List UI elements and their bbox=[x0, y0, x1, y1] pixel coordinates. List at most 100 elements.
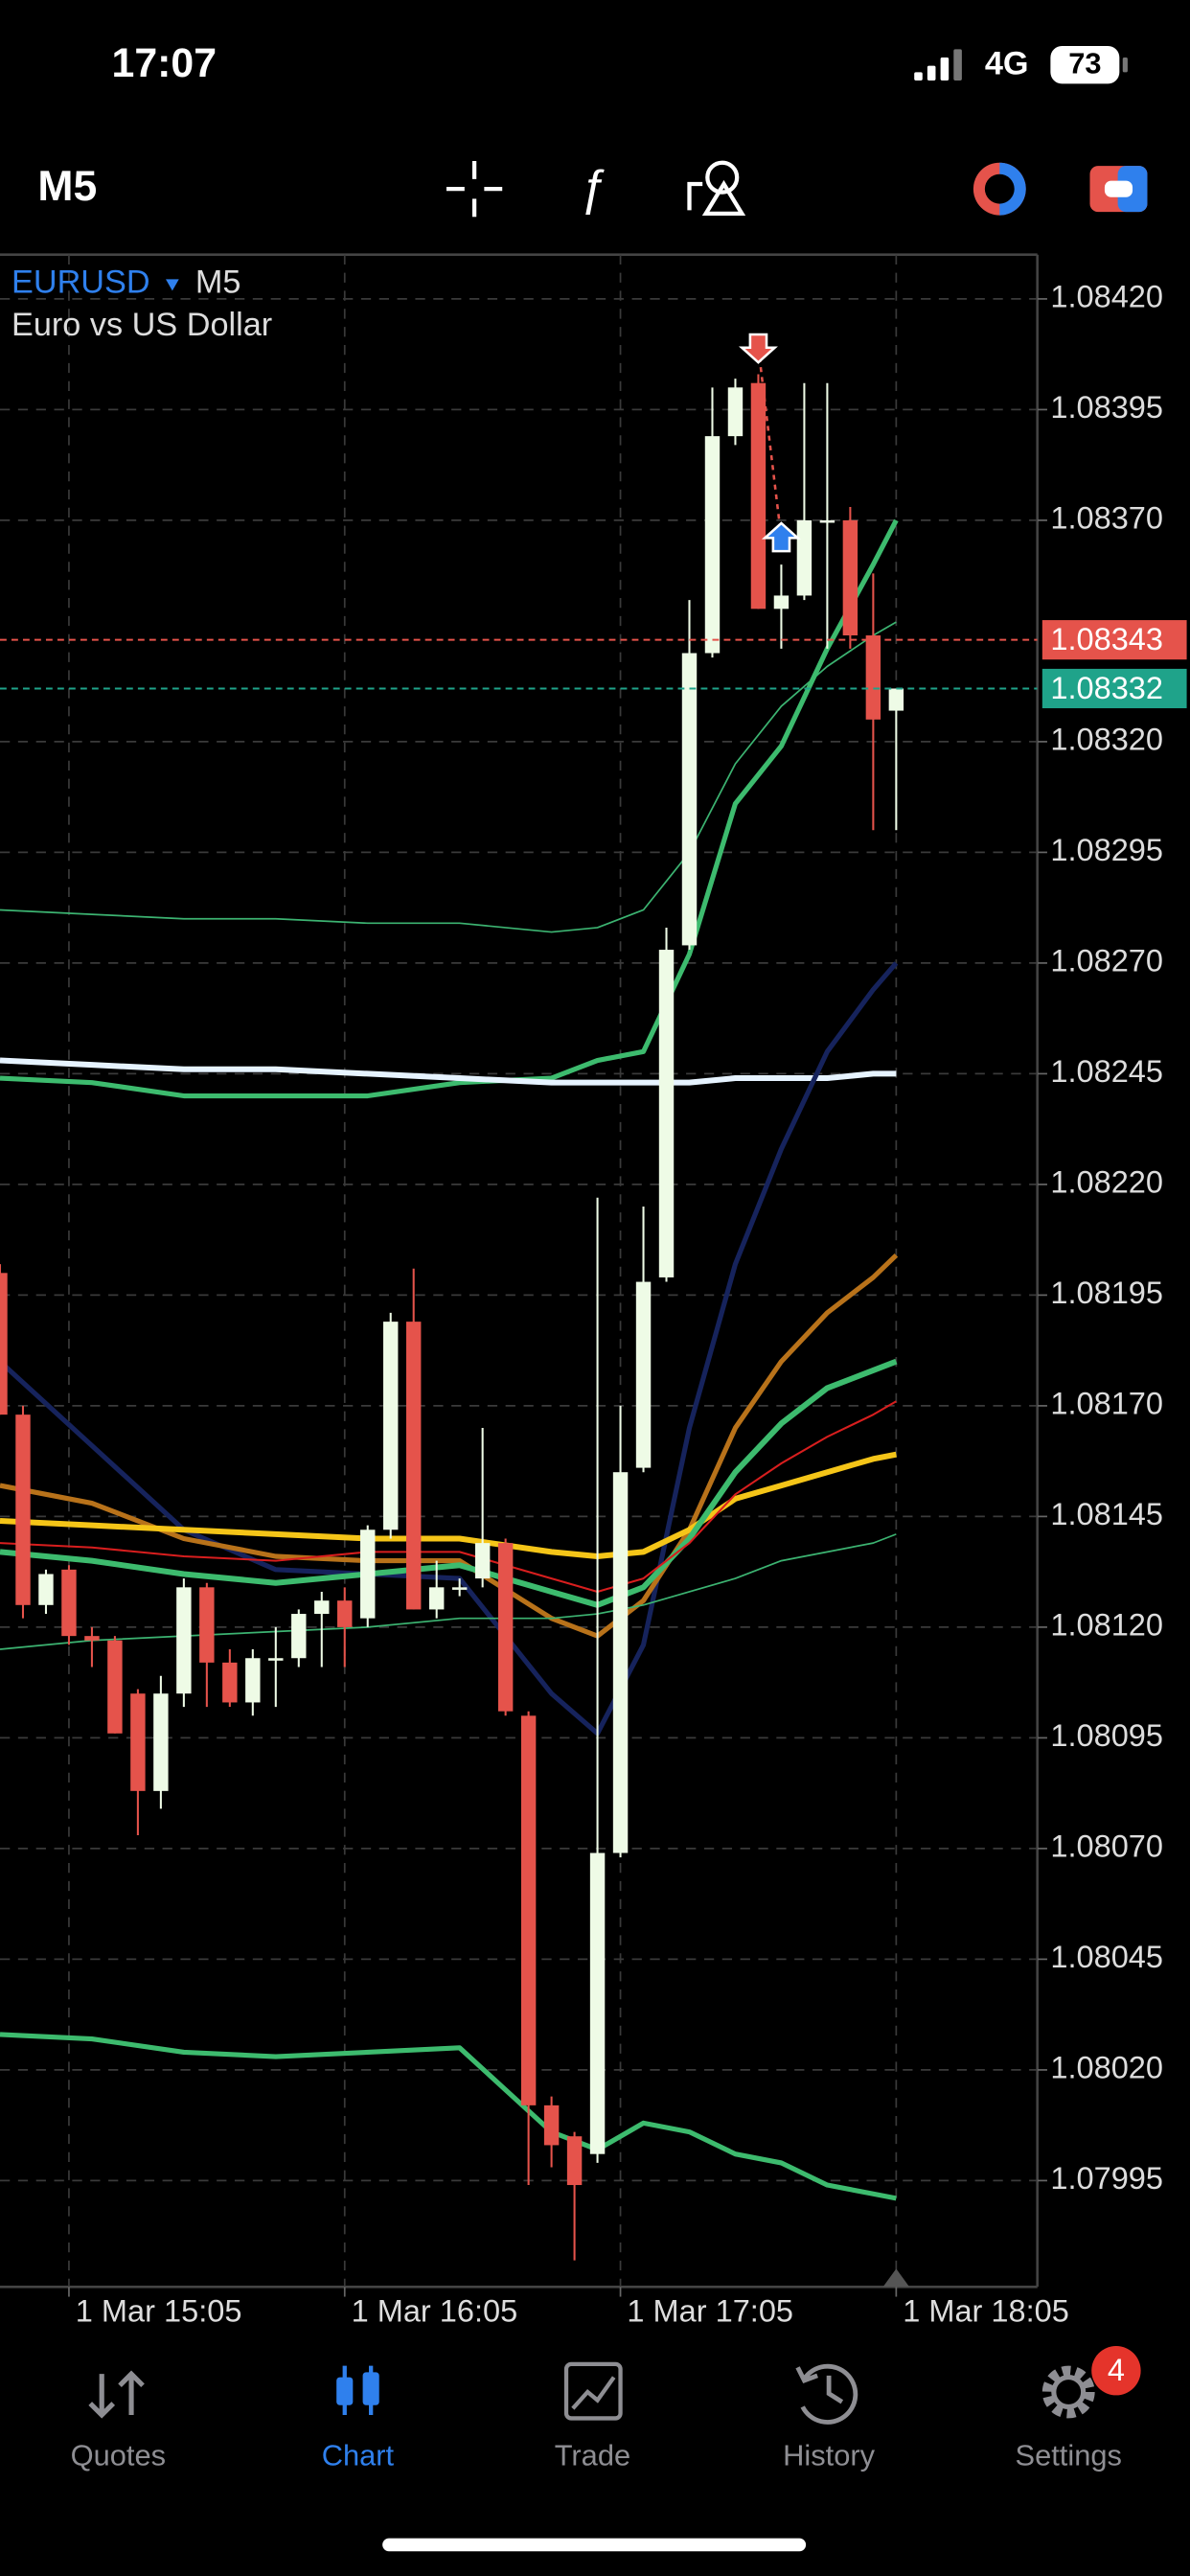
candle-body bbox=[520, 1715, 537, 2105]
symbol-description: Euro vs US Dollar bbox=[11, 307, 272, 343]
candle-body bbox=[38, 1574, 54, 1605]
candle-body bbox=[383, 1322, 399, 1530]
network-label: 4G bbox=[985, 46, 1029, 82]
tab[interactable]: Trade bbox=[555, 2361, 630, 2472]
candle-body bbox=[314, 1600, 330, 1615]
candle-body bbox=[360, 1530, 376, 1619]
tab-icon bbox=[563, 2361, 623, 2421]
y-tick-label: 1.08120 bbox=[1050, 1607, 1163, 1642]
trade-link bbox=[757, 347, 783, 539]
candle-body bbox=[84, 1636, 100, 1641]
one-click-button[interactable] bbox=[973, 162, 1026, 216]
price-tag bbox=[1041, 620, 1187, 660]
candle-body bbox=[451, 1587, 468, 1590]
y-tick-label: 1.08020 bbox=[1050, 2050, 1163, 2084]
time-marker bbox=[882, 2268, 910, 2288]
price-tag bbox=[1041, 668, 1187, 709]
signal-icon bbox=[914, 49, 962, 80]
candle-body bbox=[130, 1693, 146, 1791]
candle-body bbox=[176, 1587, 192, 1694]
y-tick-label: 1.08095 bbox=[1050, 1718, 1163, 1753]
x-tick-label: 1 Mar 17:05 bbox=[627, 2293, 793, 2328]
trade-button[interactable] bbox=[1089, 166, 1148, 213]
x-tick-label: 1 Mar 18:05 bbox=[903, 2293, 1069, 2328]
crosshair-button[interactable] bbox=[446, 161, 503, 218]
indicator-line bbox=[0, 518, 899, 1099]
objects-button[interactable] bbox=[687, 160, 746, 216]
tab[interactable]: Quotes bbox=[71, 2370, 166, 2472]
x-tick-label: 1 Mar 15:05 bbox=[76, 2293, 242, 2328]
candle-body bbox=[61, 1569, 77, 1637]
timeframe-button[interactable]: M5 bbox=[37, 163, 97, 210]
symbol-dropdown[interactable] bbox=[166, 279, 179, 291]
candle-body bbox=[750, 382, 767, 610]
x-tick-label: 1 Mar 16:05 bbox=[352, 2293, 518, 2328]
candle-body bbox=[612, 1472, 629, 1853]
indicators-button[interactable]: ƒ bbox=[579, 158, 606, 214]
symbol-label[interactable]: EURUSD bbox=[11, 264, 150, 301]
price-tag-label: 1.08343 bbox=[1050, 622, 1163, 656]
candle-body bbox=[819, 519, 835, 523]
tab-label: Chart bbox=[322, 2439, 395, 2472]
candle-body bbox=[15, 1414, 31, 1605]
tab-label: Quotes bbox=[71, 2439, 166, 2472]
tab-icon bbox=[1041, 2365, 1095, 2419]
candle-body bbox=[681, 653, 698, 946]
candle-body bbox=[727, 387, 744, 437]
candle-body bbox=[268, 1658, 284, 1661]
tab-icon bbox=[336, 2377, 354, 2405]
candle-body bbox=[865, 635, 881, 720]
candle-body bbox=[474, 1543, 491, 1579]
y-tick-label: 1.08370 bbox=[1050, 500, 1163, 535]
candle-body bbox=[107, 1640, 123, 1734]
home-indicator bbox=[382, 2538, 807, 2552]
candle-body bbox=[704, 436, 721, 654]
battery-icon bbox=[1050, 46, 1120, 84]
candle-body bbox=[842, 519, 858, 636]
trade-arrow bbox=[738, 333, 778, 364]
tab[interactable]: History bbox=[783, 2363, 876, 2472]
candle-body bbox=[291, 1614, 307, 1659]
candle-body bbox=[337, 1600, 353, 1627]
candle-body bbox=[222, 1662, 238, 1703]
y-tick-label: 1.08420 bbox=[1050, 280, 1163, 314]
candle-body bbox=[497, 1543, 514, 1712]
tab-label: History bbox=[783, 2439, 875, 2472]
indicator-line bbox=[0, 1057, 897, 1086]
tab-icon bbox=[88, 2370, 145, 2419]
tab-bar: Quotes Chart Trade History Settings 4 bbox=[71, 2346, 1141, 2472]
candle-body bbox=[0, 1273, 8, 1415]
badge-count: 4 bbox=[1108, 2353, 1125, 2387]
y-tick-label: 1.08220 bbox=[1050, 1164, 1163, 1199]
candle-body bbox=[888, 688, 904, 711]
tab[interactable]: Settings 4 bbox=[1016, 2346, 1141, 2472]
tab-label: Settings bbox=[1016, 2439, 1122, 2472]
chart-timeframe: M5 bbox=[195, 264, 241, 301]
y-tick-label: 1.08070 bbox=[1050, 1828, 1163, 1863]
grid bbox=[0, 254, 1038, 2288]
candle-body bbox=[566, 2136, 583, 2186]
badge bbox=[1091, 2346, 1141, 2396]
tab-label: Trade bbox=[555, 2439, 630, 2472]
candle-body bbox=[635, 1281, 652, 1468]
y-tick-label: 1.08170 bbox=[1050, 1386, 1163, 1420]
y-tick-label: 1.08195 bbox=[1050, 1276, 1163, 1310]
candle-body bbox=[153, 1693, 169, 1791]
y-tick-label: 1.07995 bbox=[1050, 2161, 1163, 2196]
candle-body bbox=[773, 595, 790, 610]
y-tick-label: 1.08395 bbox=[1050, 390, 1163, 425]
tab[interactable]: Chart bbox=[322, 2365, 395, 2472]
y-tick-label: 1.08295 bbox=[1050, 833, 1163, 867]
trade-arrow bbox=[761, 521, 801, 553]
candle-body bbox=[405, 1322, 422, 1610]
candle-body bbox=[589, 1852, 606, 2154]
y-tick-label: 1.08045 bbox=[1050, 1940, 1163, 1974]
candle-body bbox=[658, 950, 675, 1277]
battery-level: 73 bbox=[1068, 47, 1101, 80]
y-tick-label: 1.08145 bbox=[1050, 1497, 1163, 1531]
price-tag-label: 1.08332 bbox=[1050, 671, 1163, 705]
tab-icon bbox=[1051, 2375, 1087, 2409]
